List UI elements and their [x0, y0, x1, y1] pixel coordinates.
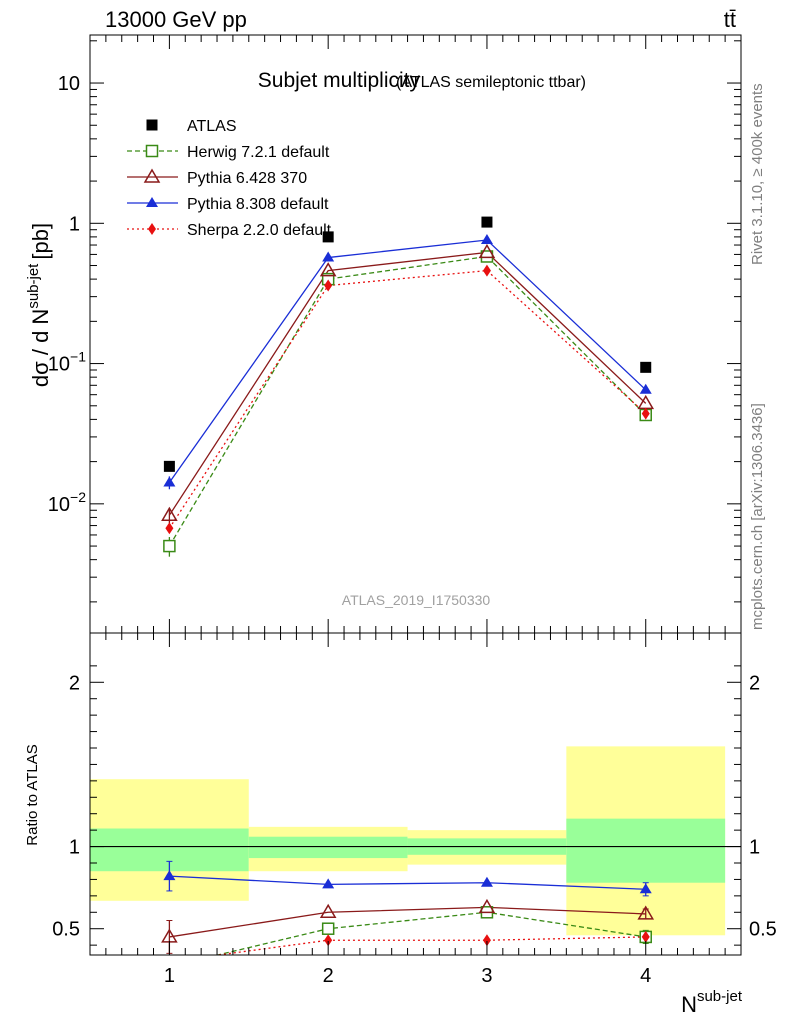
main-ytick-label: 10−1 — [48, 349, 86, 376]
ratio-ytick-label-right: 1 — [749, 837, 760, 859]
xtick-label: 4 — [640, 965, 651, 987]
uncertainty-band-stat — [248, 836, 408, 859]
legend-label: Sherpa 2.2.0 default — [187, 222, 332, 239]
main-ylabel-sup: sub-jet — [25, 263, 42, 309]
ratio-ytick-label-right: 2 — [749, 672, 760, 694]
legend-item: Herwig 7.2.1 default — [127, 144, 330, 161]
ratio-ylabel: Ratio to ATLAS — [24, 744, 41, 845]
legend-label: Herwig 7.2.1 default — [187, 144, 330, 161]
process-label: tt̄ — [724, 7, 736, 32]
ratio-data-point — [639, 883, 652, 894]
ratio-series-line — [169, 906, 646, 938]
main-series-line — [168, 251, 647, 516]
main-data-point — [322, 231, 334, 243]
ratio-data-point — [478, 898, 496, 914]
legend-item: Pythia 8.308 default — [127, 196, 329, 213]
xtick-label: 2 — [323, 965, 334, 987]
main-data-point — [324, 279, 333, 292]
main-data-point — [482, 264, 491, 277]
ratio-series-line — [169, 875, 646, 890]
mcplots-label: mcplots.cern.ch [arXiv:1306.3436] — [749, 403, 766, 630]
legend: ATLAS Herwig 7.2.1 default Pythia 6.428 37… — [127, 118, 332, 239]
legend-marker — [143, 168, 161, 183]
xlabel-sup: sub-jet — [697, 988, 743, 1005]
ratio-series-line — [214, 911, 646, 955]
xlabel-text: N — [681, 992, 697, 1017]
main-series-line — [168, 269, 647, 529]
legend-marker — [146, 119, 158, 131]
legend-item: Pythia 6.428 370 — [127, 168, 307, 187]
ratio-data-point — [480, 876, 493, 887]
svg-text:dσ / d Nsub-jet[pb]: dσ / d Nsub-jet [pb] — [25, 223, 53, 387]
ratio-ytick-label-right: 0.5 — [749, 919, 777, 941]
main-data-point — [478, 243, 496, 259]
xtick-label: 3 — [481, 965, 492, 987]
rivet-label: Rivet 3.1.10, ≥ 400k events — [749, 83, 766, 265]
main-data-point — [163, 539, 176, 553]
main-ytick-base: 10 — [48, 354, 70, 376]
main-data-point — [161, 506, 178, 521]
legend-marker — [146, 197, 158, 207]
main-series-line — [168, 239, 647, 483]
legend-label: Pythia 6.428 370 — [187, 170, 307, 187]
main-ytick-label: 10−2 — [48, 489, 86, 516]
ratio-ytick-label: 2 — [69, 672, 80, 694]
main-ylabel-unit: [pb] — [28, 223, 53, 260]
main-series-line — [168, 255, 647, 547]
watermark: ATLAS_2019_I1750330 — [342, 592, 491, 608]
main-ylabel: dσ / d Nsub-jet [pb] — [25, 223, 53, 387]
legend-marker — [145, 144, 159, 158]
main-ylabel-text: dσ / d N — [28, 309, 53, 387]
energy-label: 13000 GeV pp — [105, 7, 247, 32]
main-data-point — [641, 407, 650, 420]
ratio-data-point — [482, 934, 491, 947]
main-data-point — [480, 250, 494, 263]
ratio-frame — [89, 632, 742, 956]
main-data-point — [639, 383, 652, 394]
main-data-point — [480, 234, 493, 245]
chart-title: Subjet multiplicity — [258, 69, 421, 92]
ratio-data-point — [641, 930, 650, 943]
main-data-point — [163, 460, 175, 472]
ratio-data-point — [637, 905, 655, 920]
ratio-ytick-label: 1 — [69, 837, 80, 859]
xlabel: Nsub-jet — [681, 988, 743, 1017]
main-ytick-base: 10 — [48, 494, 70, 516]
uncertainty-band-stat — [566, 818, 726, 883]
main-data-point — [163, 476, 176, 487]
main-ytick-label: 10 — [58, 73, 80, 95]
ratio-data-point — [324, 934, 333, 947]
ratio-data-point — [322, 878, 335, 889]
legend-label: ATLAS — [187, 118, 237, 135]
ratio-data-point — [163, 870, 176, 881]
main-data-point — [322, 251, 335, 262]
ratio-ytick-label: 0.5 — [52, 919, 80, 941]
ratio-data-point — [321, 922, 335, 935]
legend-label: Pythia 8.308 default — [187, 196, 329, 213]
legend-item: ATLAS — [146, 118, 237, 135]
main-data-point — [640, 361, 652, 373]
main-data-point — [165, 522, 174, 535]
legend-item: Sherpa 2.2.0 default — [127, 222, 332, 239]
chart-subtitle: (ATLAS semileptonic ttbar) — [396, 74, 586, 91]
main-data-point — [481, 216, 493, 228]
ratio-data-point — [319, 903, 337, 919]
main-ytick-exponent: −1 — [70, 349, 86, 365]
main-data-point — [319, 262, 337, 277]
ratio-panel: 2 2 1 1 0.5 0.5 1 2 3 4 — [52, 632, 777, 987]
main-ytick-exponent: −2 — [70, 489, 86, 505]
legend-marker — [148, 223, 156, 235]
main-ytick-label: 1 — [69, 213, 80, 235]
xtick-label: 1 — [164, 965, 175, 987]
